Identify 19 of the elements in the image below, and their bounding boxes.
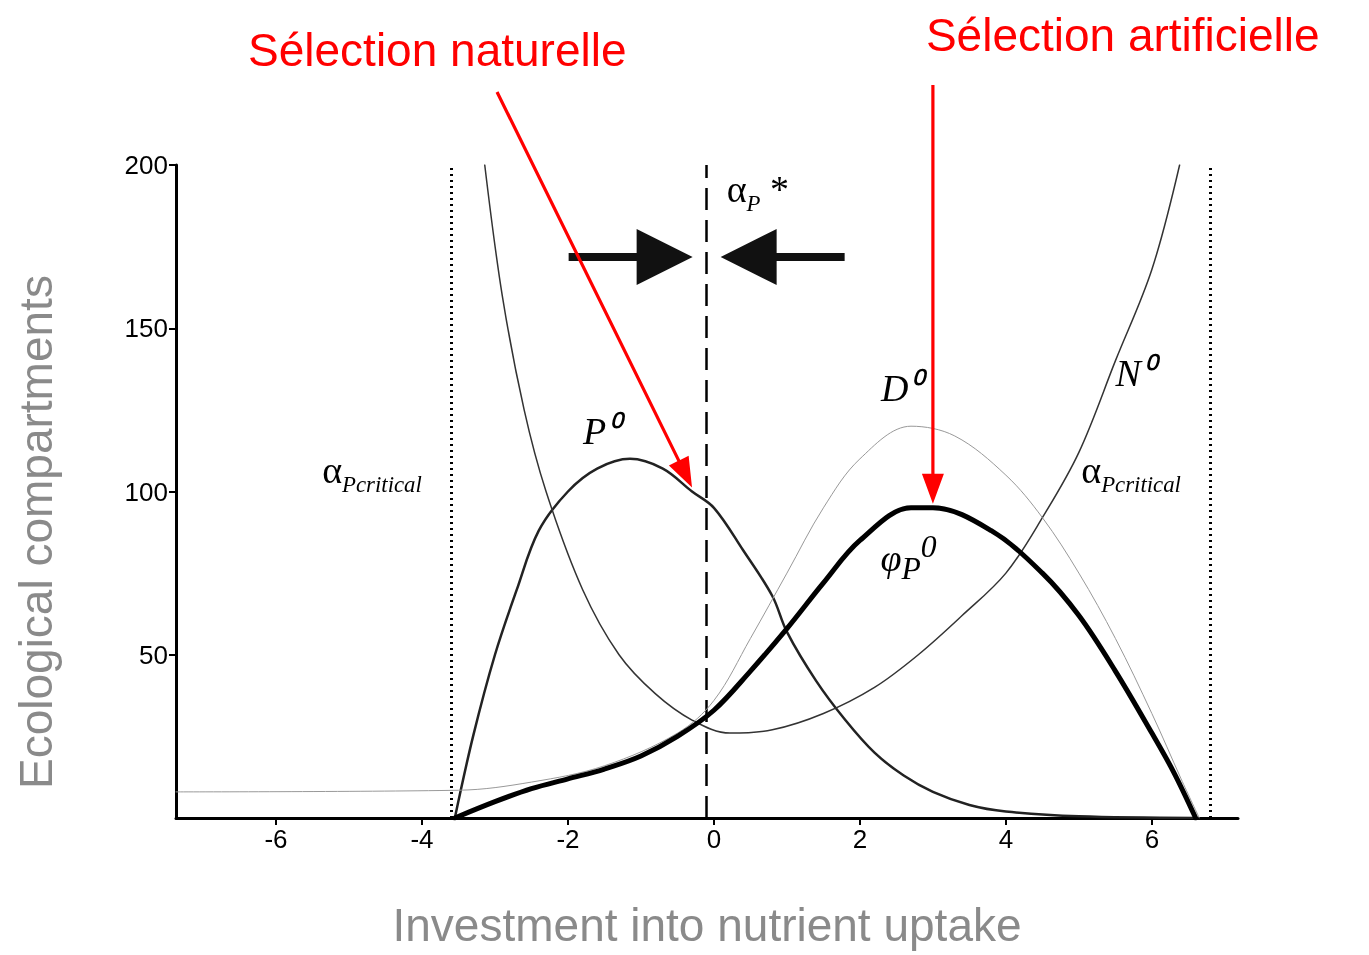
x-axis-title: Investment into nutrient uptake bbox=[392, 898, 1022, 952]
y-tick-label: 50 bbox=[139, 639, 168, 670]
x-tick-label: -6 bbox=[264, 824, 288, 854]
y-axis-title: Ecological compartments bbox=[9, 274, 63, 789]
y-tick-label: 150 bbox=[124, 313, 168, 344]
line-series bbox=[484, 164, 1181, 734]
x-tick-label: 2 bbox=[852, 824, 868, 854]
text: Sélection naturelle bbox=[248, 23, 627, 77]
x-tick-label: -4 bbox=[410, 824, 434, 854]
y-tick-label: 200 bbox=[124, 150, 168, 180]
ref-line-label: α$_{Pcritical}$ bbox=[1081, 447, 1181, 498]
x-tick-label: 4 bbox=[998, 824, 1014, 854]
y-tick-label: 100 bbox=[124, 476, 168, 507]
ref-line-label: α$_{P}$ * bbox=[726, 167, 789, 217]
x-tick-label: -2 bbox=[556, 824, 580, 854]
text: Sélection artificielle bbox=[925, 8, 1320, 62]
x-tick-label: 6 bbox=[1144, 824, 1160, 854]
x-tick-label: 0 bbox=[706, 824, 722, 854]
ref-line-label: α$_{Pcritical}$ bbox=[322, 447, 422, 498]
